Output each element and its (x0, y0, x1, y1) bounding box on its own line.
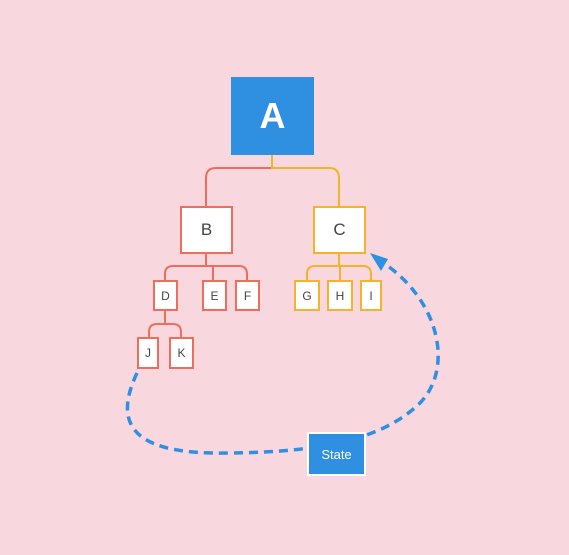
arrowhead (370, 253, 388, 271)
node-a[interactable]: A (231, 77, 314, 155)
node-h[interactable]: H (327, 280, 353, 311)
node-f[interactable]: F (235, 280, 260, 311)
node-e[interactable]: E (202, 280, 227, 311)
node-k[interactable]: K (169, 337, 194, 369)
node-i[interactable]: I (360, 280, 382, 311)
node-c[interactable]: C (313, 206, 366, 254)
node-j[interactable]: J (137, 337, 159, 369)
connector-b-children (164, 253, 248, 281)
connector-a-c (271, 155, 340, 206)
node-d[interactable]: D (153, 280, 178, 311)
connector-a-b (205, 167, 272, 206)
state-box[interactable]: State (307, 432, 366, 476)
connector-c-children (306, 253, 372, 281)
node-g[interactable]: G (294, 280, 320, 311)
node-b[interactable]: B (180, 206, 233, 254)
connector-d-children (148, 311, 182, 338)
